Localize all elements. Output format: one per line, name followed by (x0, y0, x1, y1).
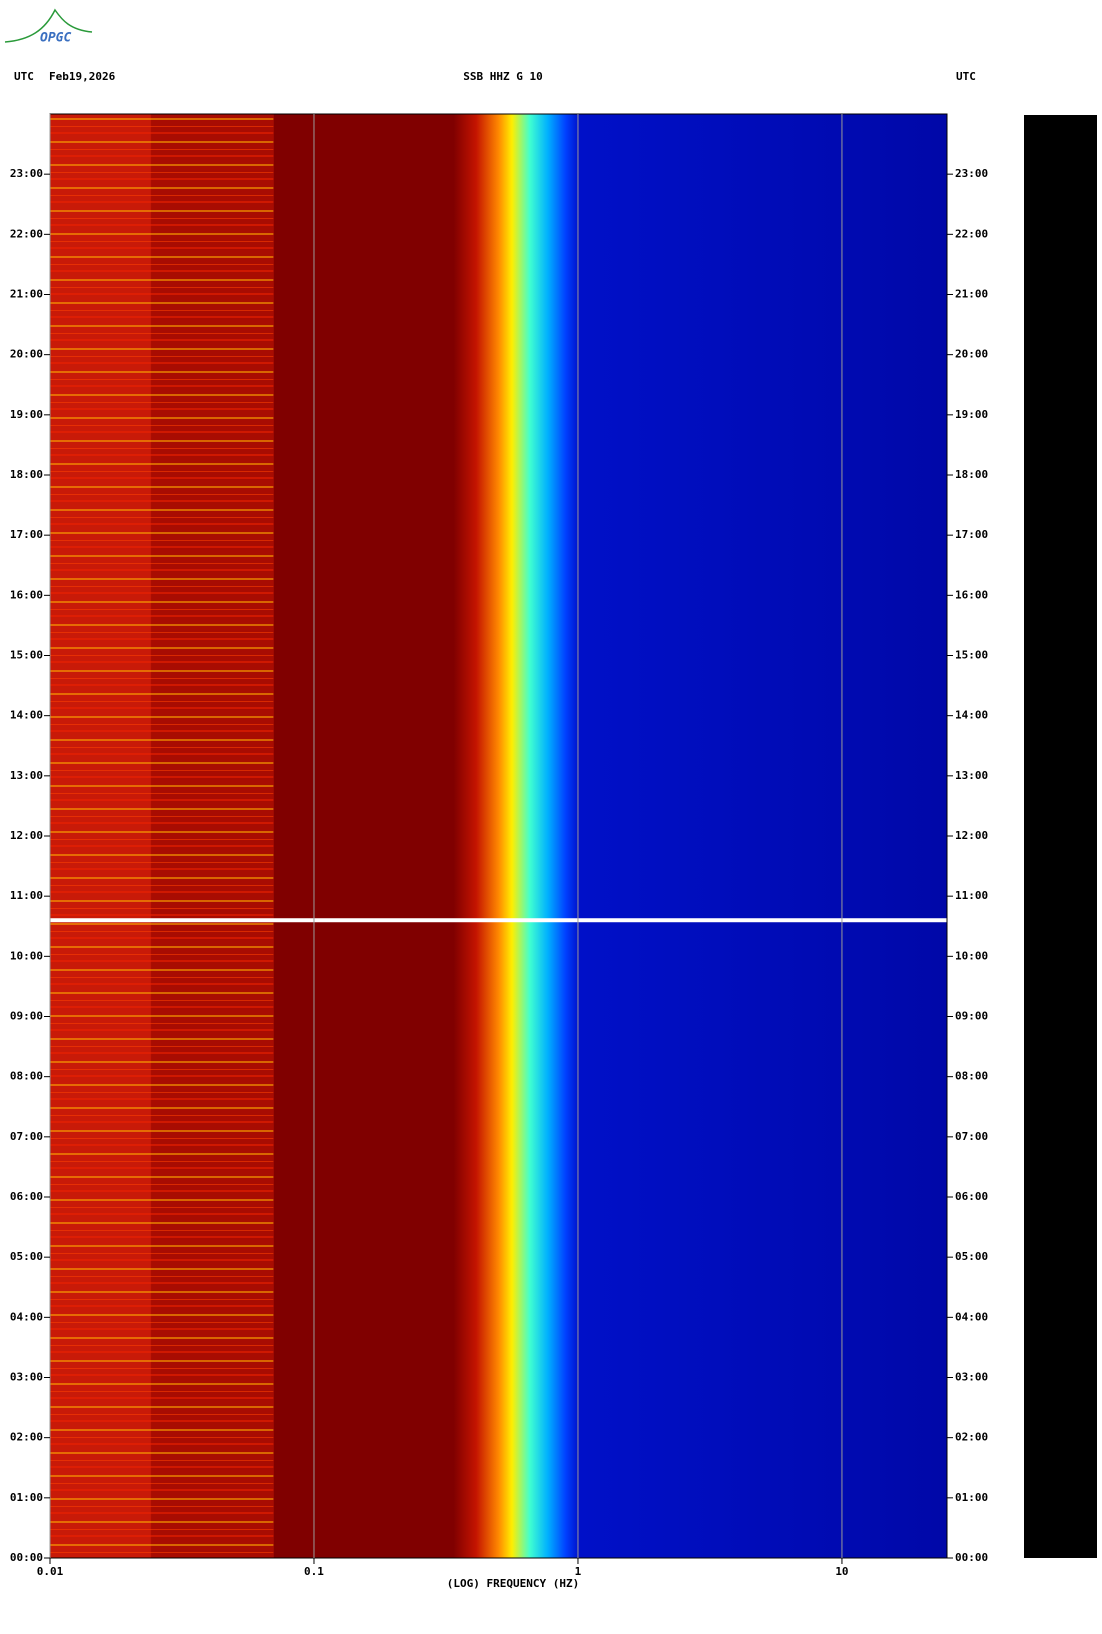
y-tick-label-right: 23:00 (955, 167, 988, 180)
y-tick-label-left: 20:00 (10, 348, 43, 361)
y-tick-label-left: 07:00 (10, 1130, 43, 1143)
y-tick-label-left: 15:00 (10, 649, 43, 662)
y-tick-label-right: 03:00 (955, 1371, 988, 1384)
y-tick-label-left: 21:00 (10, 288, 43, 301)
y-tick-label-left: 18:00 (10, 468, 43, 481)
y-tick-label-right: 11:00 (955, 889, 988, 902)
y-tick-label-right: 14:00 (955, 709, 988, 722)
y-tick-label-left: 22:00 (10, 227, 43, 240)
y-tick-label-left: 04:00 (10, 1310, 43, 1323)
header-right: UTC (956, 70, 976, 83)
logo-curve (4, 8, 93, 43)
y-tick-label-left: 08:00 (10, 1070, 43, 1083)
y-tick-label-right: 13:00 (955, 769, 988, 782)
x-tick-label: 1 (575, 1565, 582, 1578)
data-gap (50, 918, 951, 923)
y-tick-label-right: 04:00 (955, 1310, 988, 1323)
header-left: UTC (14, 70, 34, 83)
y-tick-label-left: 03:00 (10, 1371, 43, 1384)
y-tick-label-left: 23:00 (10, 167, 43, 180)
y-tick-label-right: 17:00 (955, 528, 988, 541)
y-tick-label-right: 12:00 (955, 829, 988, 842)
y-tick-label-left: 14:00 (10, 709, 43, 722)
low-freq-striations (50, 114, 274, 1558)
header-title: SSB HHZ G 10 (463, 70, 542, 83)
y-tick-label-right: 15:00 (955, 649, 988, 662)
y-tick-label-right: 00:00 (955, 1551, 988, 1564)
y-tick-label-left: 16:00 (10, 588, 43, 601)
x-tick-label: 0.1 (304, 1565, 324, 1578)
y-tick-label-right: 09:00 (955, 1010, 988, 1023)
y-tick-label-right: 07:00 (955, 1130, 988, 1143)
y-tick-label-right: 20:00 (955, 348, 988, 361)
header-date: Feb19,2026 (49, 70, 116, 83)
y-tick-label-right: 21:00 (955, 288, 988, 301)
x-axis-label: (LOG) FREQUENCY (HZ) (447, 1577, 579, 1590)
logo: OPGC (40, 31, 71, 46)
y-tick-label-right: 22:00 (955, 227, 988, 240)
y-tick-label-left: 05:00 (10, 1250, 43, 1263)
trace-panel (1024, 115, 1097, 1558)
y-tick-label-left: 09:00 (10, 1010, 43, 1023)
y-tick-label-left: 10:00 (10, 949, 43, 962)
y-tick-label-right: 01:00 (955, 1491, 988, 1504)
x-tick-label: 10 (835, 1565, 848, 1578)
y-tick-label-right: 19:00 (955, 408, 988, 421)
x-tick-label: 0.01 (37, 1565, 64, 1578)
y-tick-label-left: 12:00 (10, 829, 43, 842)
y-tick-label-right: 02:00 (955, 1431, 988, 1444)
plot: 0.01 0.1 1 10 (LOG) FREQUENCY (HZ) 00:00 00:00… (10, 113, 988, 1590)
y-tick-label-left: 06:00 (10, 1190, 43, 1203)
y-tick-label-left: 01:00 (10, 1491, 43, 1504)
y-tick-label-left: 00:00 (10, 1551, 43, 1564)
y-tick-label-right: 05:00 (955, 1250, 988, 1263)
y-tick-label-left: 19:00 (10, 408, 43, 421)
y-tick-label-right: 08:00 (955, 1070, 988, 1083)
y-tick-label-left: 11:00 (10, 889, 43, 902)
y-tick-label-left: 13:00 (10, 769, 43, 782)
y-tick-label-right: 16:00 (955, 588, 988, 601)
y-tick-label-left: 17:00 (10, 528, 43, 541)
y-tick-label-right: 18:00 (955, 468, 988, 481)
y-tick-label-left: 02:00 (10, 1431, 43, 1444)
y-tick-label-right: 06:00 (955, 1190, 988, 1203)
y-tick-label-right: 10:00 (955, 949, 988, 962)
